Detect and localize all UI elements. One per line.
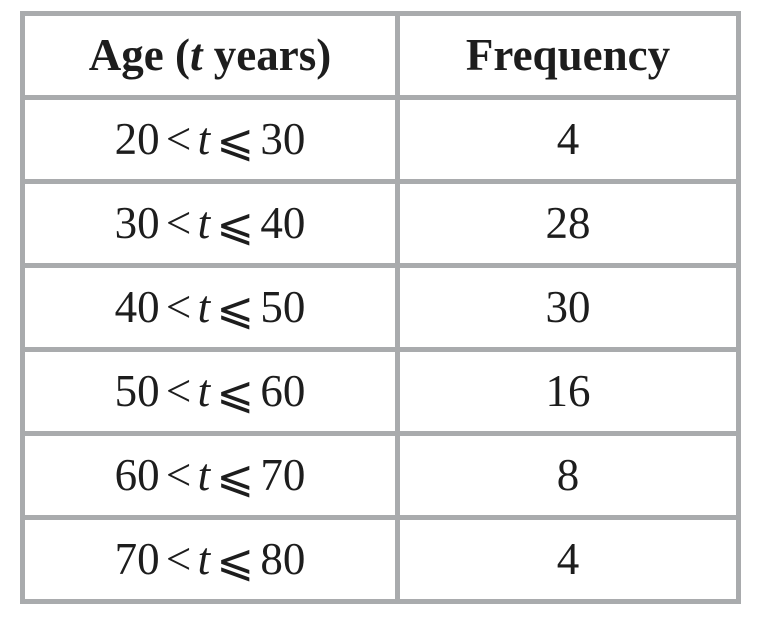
less-than-symbol: < xyxy=(165,114,192,164)
age-range-cell: 20 < t ⩽ 30 xyxy=(20,95,400,184)
frequency-cell: 4 xyxy=(395,95,741,184)
table-row: 40 < t ⩽ 50 30 xyxy=(20,263,741,352)
table-row: 50 < t ⩽ 60 16 xyxy=(20,347,741,436)
less-than-or-equal-icon: ⩽ xyxy=(216,452,255,502)
age-header-suffix: years) xyxy=(202,30,332,80)
age-range-cell: 30 < t ⩽ 40 xyxy=(20,179,400,268)
less-than-or-equal-icon: ⩽ xyxy=(216,284,255,334)
less-than-or-equal-icon: ⩽ xyxy=(216,536,255,586)
table-row: 70 < t ⩽ 80 4 xyxy=(20,515,741,604)
variable-t: t xyxy=(197,450,211,500)
less-than-symbol: < xyxy=(165,534,192,584)
age-upper-bound: 70 xyxy=(260,450,306,500)
table-row: 30 < t ⩽ 40 28 xyxy=(20,179,741,268)
variable-t: t xyxy=(197,282,211,332)
frequency-table: Age (t years) Frequency 20 < t ⩽ 30 4 30 < t ⩽ 4… xyxy=(20,11,741,604)
age-range-cell: 50 < t ⩽ 60 xyxy=(20,347,400,436)
variable-t: t xyxy=(197,534,211,584)
less-than-symbol: < xyxy=(165,198,192,248)
variable-t: t xyxy=(197,114,211,164)
less-than-symbol: < xyxy=(165,282,192,332)
frequency-cell: 30 xyxy=(395,263,741,352)
less-than-symbol: < xyxy=(165,366,192,416)
age-lower-bound: 50 xyxy=(114,366,160,416)
table-body: Age (t years) Frequency 20 < t ⩽ 30 4 30 < t ⩽ 4… xyxy=(20,11,741,604)
age-range-cell: 40 < t ⩽ 50 xyxy=(20,263,400,352)
age-range-cell: 60 < t ⩽ 70 xyxy=(20,431,400,520)
frequency-cell: 4 xyxy=(395,515,741,604)
age-upper-bound: 40 xyxy=(260,198,306,248)
age-column-header: Age (t years) xyxy=(20,11,400,100)
age-upper-bound: 50 xyxy=(260,282,306,332)
frequency-cell: 16 xyxy=(395,347,741,436)
age-upper-bound: 30 xyxy=(260,114,306,164)
age-upper-bound: 80 xyxy=(260,534,306,584)
age-upper-bound: 60 xyxy=(260,366,306,416)
frequency-cell: 28 xyxy=(395,179,741,268)
age-header-prefix: Age ( xyxy=(88,30,190,80)
age-lower-bound: 70 xyxy=(114,534,160,584)
variable-t: t xyxy=(190,30,203,80)
table-header-row: Age (t years) Frequency xyxy=(20,11,741,100)
frequency-cell: 8 xyxy=(395,431,741,520)
less-than-symbol: < xyxy=(165,450,192,500)
age-lower-bound: 20 xyxy=(114,114,160,164)
variable-t: t xyxy=(197,198,211,248)
variable-t: t xyxy=(197,366,211,416)
age-lower-bound: 60 xyxy=(114,450,160,500)
age-lower-bound: 30 xyxy=(114,198,160,248)
frequency-column-header: Frequency xyxy=(395,11,741,100)
less-than-or-equal-icon: ⩽ xyxy=(216,116,255,166)
table-row: 20 < t ⩽ 30 4 xyxy=(20,95,741,184)
age-lower-bound: 40 xyxy=(114,282,160,332)
age-range-cell: 70 < t ⩽ 80 xyxy=(20,515,400,604)
less-than-or-equal-icon: ⩽ xyxy=(216,200,255,250)
less-than-or-equal-icon: ⩽ xyxy=(216,368,255,418)
table-row: 60 < t ⩽ 70 8 xyxy=(20,431,741,520)
